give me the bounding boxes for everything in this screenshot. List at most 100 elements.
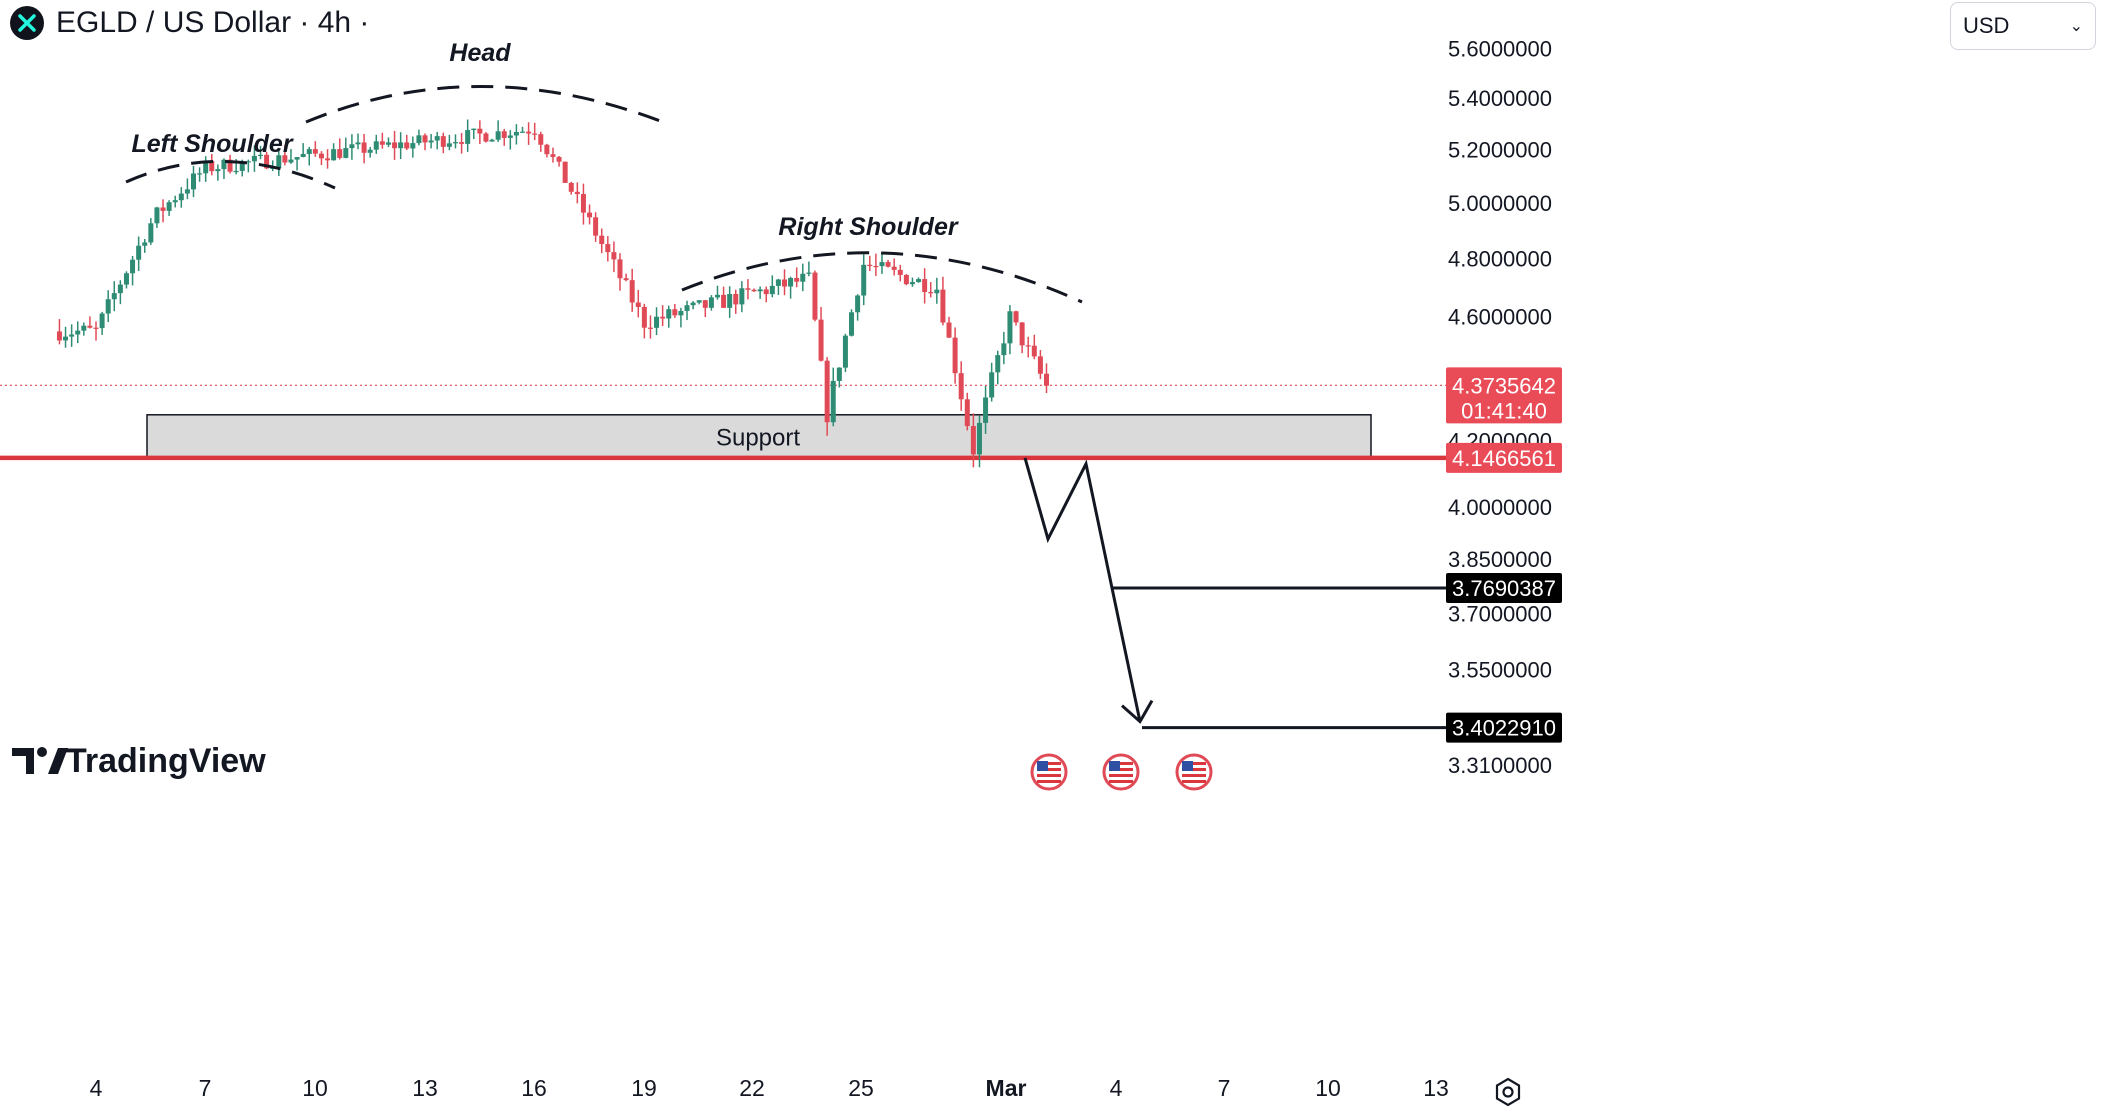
candle[interactable] <box>836 367 842 388</box>
candle[interactable] <box>909 277 915 287</box>
candle[interactable] <box>373 134 379 154</box>
candle[interactable] <box>209 153 215 176</box>
candle[interactable] <box>398 132 404 160</box>
candle[interactable] <box>501 128 507 146</box>
candle[interactable] <box>946 316 952 339</box>
candle[interactable] <box>178 187 184 208</box>
candle[interactable] <box>471 128 477 139</box>
candle[interactable] <box>56 319 62 345</box>
gear-icon[interactable] <box>1495 1077 1521 1107</box>
candle[interactable] <box>142 238 148 253</box>
candle[interactable] <box>245 159 251 173</box>
candle[interactable] <box>562 161 568 183</box>
candle[interactable] <box>989 362 995 402</box>
candle[interactable] <box>611 241 617 273</box>
us-flag-icon[interactable] <box>1030 753 1068 791</box>
candle[interactable] <box>325 149 331 169</box>
candle[interactable] <box>130 255 136 286</box>
candle[interactable] <box>355 133 361 150</box>
candle[interactable] <box>318 151 324 166</box>
candle[interactable] <box>690 301 696 310</box>
candle[interactable] <box>556 156 562 167</box>
candle[interactable] <box>1037 350 1043 380</box>
us-flag-icon[interactable] <box>1102 753 1140 791</box>
candle[interactable] <box>428 133 434 149</box>
candle[interactable] <box>983 386 989 434</box>
candle[interactable] <box>123 271 129 289</box>
candle[interactable] <box>331 143 337 161</box>
candle[interactable] <box>812 270 818 322</box>
candle[interactable] <box>544 143 550 158</box>
candle[interactable] <box>434 131 440 150</box>
candle[interactable] <box>385 137 391 148</box>
candle[interactable] <box>580 183 586 225</box>
candle[interactable] <box>647 315 653 339</box>
candle[interactable] <box>800 263 806 292</box>
candle[interactable] <box>1001 331 1007 365</box>
candle[interactable] <box>166 200 172 216</box>
candle[interactable] <box>404 134 410 151</box>
candle[interactable] <box>788 276 794 299</box>
candle[interactable] <box>751 288 757 292</box>
candle[interactable] <box>367 146 373 158</box>
candle[interactable] <box>885 259 891 268</box>
candle[interactable] <box>605 236 611 262</box>
candle[interactable] <box>148 218 154 245</box>
candle[interactable] <box>702 299 708 318</box>
candle[interactable] <box>1013 310 1019 326</box>
candle[interactable] <box>111 281 117 312</box>
candle[interactable] <box>916 277 922 283</box>
candle[interactable] <box>855 294 861 321</box>
candle[interactable] <box>1031 334 1037 360</box>
candle[interactable] <box>520 126 526 133</box>
candle[interactable] <box>221 158 227 179</box>
candle[interactable] <box>587 204 593 225</box>
candle[interactable] <box>294 157 300 171</box>
candle[interactable] <box>623 273 629 282</box>
candle[interactable] <box>763 286 769 303</box>
candle[interactable] <box>599 228 605 254</box>
candle[interactable] <box>739 281 745 313</box>
candle[interactable] <box>227 154 233 174</box>
candle[interactable] <box>666 305 672 328</box>
candle[interactable] <box>361 133 367 164</box>
candle[interactable] <box>897 264 903 282</box>
candle[interactable] <box>251 145 257 172</box>
candle[interactable] <box>684 300 690 321</box>
candle[interactable] <box>197 167 203 182</box>
candle[interactable] <box>629 268 635 312</box>
candle[interactable] <box>922 268 928 304</box>
candle[interactable] <box>440 132 446 154</box>
candle[interactable] <box>203 156 209 182</box>
candle[interactable] <box>733 289 739 314</box>
candle[interactable] <box>172 195 178 208</box>
candle[interactable] <box>465 119 471 152</box>
candle[interactable] <box>526 122 532 145</box>
candle[interactable] <box>410 136 416 158</box>
candle[interactable] <box>976 415 982 468</box>
symbol-title[interactable]: EGLD / US Dollar · 4h · <box>56 6 370 39</box>
candle[interactable] <box>154 206 160 228</box>
candle[interactable] <box>276 149 282 176</box>
candle[interactable] <box>105 290 111 323</box>
candle[interactable] <box>337 138 343 160</box>
candle[interactable] <box>215 164 221 181</box>
candle[interactable] <box>775 278 781 295</box>
candle[interactable] <box>995 350 1001 385</box>
candle[interactable] <box>81 322 87 336</box>
candle[interactable] <box>568 181 574 195</box>
candle[interactable] <box>550 147 556 163</box>
candle[interactable] <box>446 134 452 151</box>
candle[interactable] <box>824 357 830 436</box>
candle[interactable] <box>300 143 306 158</box>
candle[interactable] <box>635 289 641 318</box>
candle[interactable] <box>312 141 318 157</box>
candle[interactable] <box>190 165 196 198</box>
candle[interactable] <box>1007 305 1013 355</box>
candle[interactable] <box>184 178 190 200</box>
candle[interactable] <box>160 199 166 223</box>
candle[interactable] <box>1025 336 1031 358</box>
candle[interactable] <box>507 130 513 150</box>
candle[interactable] <box>891 258 897 276</box>
